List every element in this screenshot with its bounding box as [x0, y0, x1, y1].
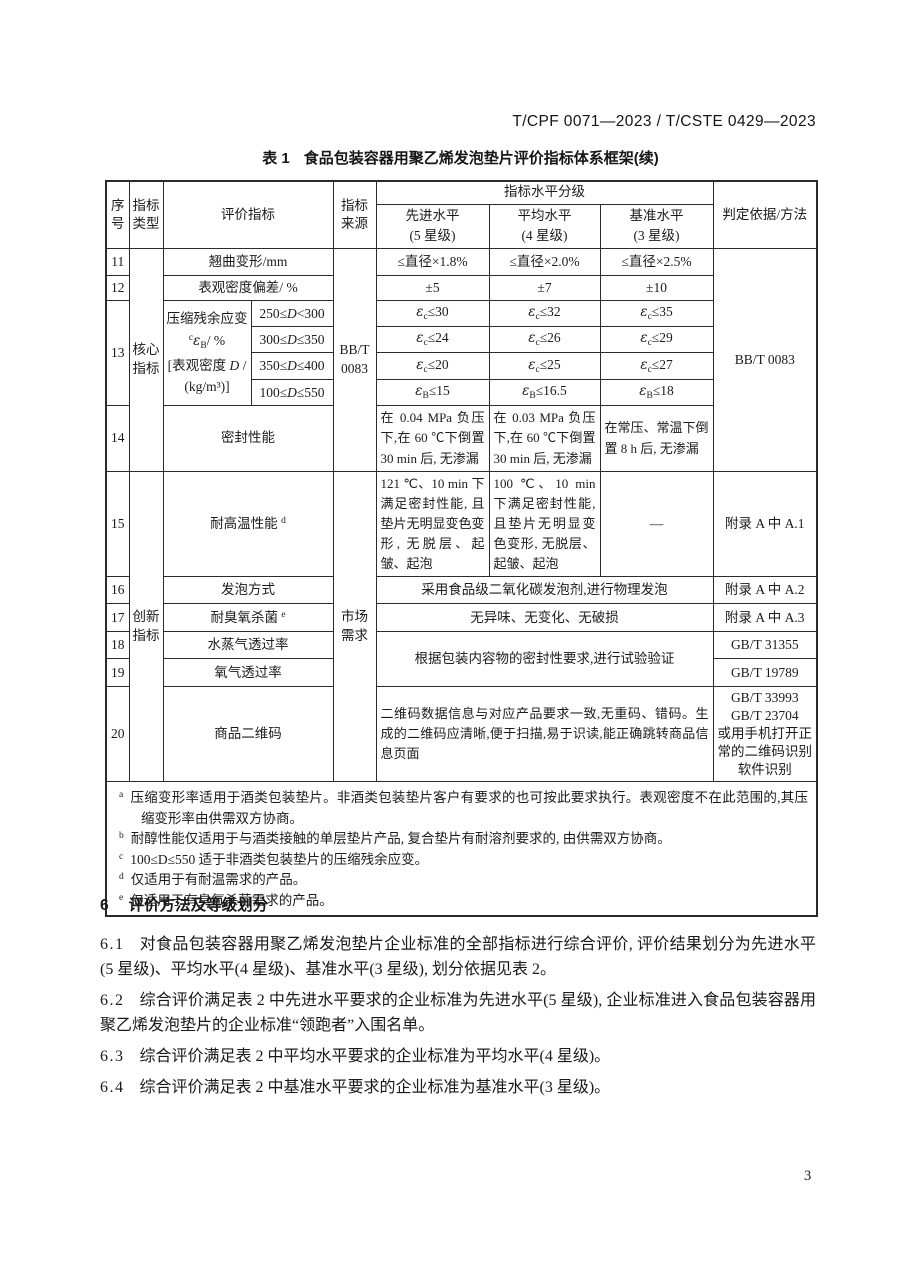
cell-r15-baseline: — [599, 470, 714, 578]
cell-r12-average: ±7 [488, 275, 601, 302]
footnote-b: b 耐醇性能仅适用于与酒类接触的单层垫片产品, 复合垫片有耐溶剂要求的, 由供需双… [119, 831, 671, 847]
cell-r14-advanced: 在 0.04 MPa 负压下,在 60 ℃下倒置 30 min 后, 无渗漏 [375, 405, 490, 472]
cell-core-type: 核心指标 [128, 248, 164, 472]
cell-r18-no: 18 [105, 631, 130, 660]
cell-r20-basis: GB/T 33993 GB/T 23704 或用手机打开正常的二维码识别软件识别 [712, 686, 818, 783]
footnote-c: c 100≤D≤550 适于非酒类包装垫片的压缩残余应变。 [119, 851, 429, 867]
cell-r13a-advanced: εc≤30 [375, 300, 490, 328]
cell-r18-basis: GB/T 31355 [712, 631, 818, 660]
cell-r13d-range: 100≤D≤550 [250, 379, 334, 407]
cell-r13d-average: εB≤16.5 [488, 379, 601, 407]
cell-core-source: BB/T 0083 [332, 248, 377, 472]
section-6-heading: 6 评价方法及等级划分 [100, 897, 269, 914]
cell-r16-no: 16 [105, 576, 130, 605]
cell-r13a-range: 250≤D<300 [250, 300, 334, 328]
cell-r15-advanced: 121 ℃、10 min 下满足密封性能, 且垫片无明显变色变形, 无脱层、起皱… [375, 470, 490, 578]
section-6: 6 评价方法及等级划分 6.1 对食品包装容器用聚乙烯发泡垫片企业标准的全部指标进行… [100, 893, 816, 1106]
cell-r12-advanced: ±5 [375, 275, 490, 302]
cell-r16-basis: 附录 A 中 A.2 [712, 576, 818, 605]
cell-r11-average: ≤直径×2.0% [488, 248, 601, 277]
cell-r11-no: 11 [105, 248, 130, 277]
footnote-a: a 压缩变形率适用于酒类包装垫片。非酒类包装垫片客户有要求的也可按此要求执行。表观… [119, 790, 809, 826]
cell-r13a-average: εc≤32 [488, 300, 601, 328]
table-footnotes: a 压缩变形率适用于酒类包装垫片。非酒类包装垫片客户有要求的也可按此要求执行。表观… [105, 781, 818, 917]
paragraph-6-3: 6.3 综合评价满足表 2 中平均水平要求的企业标准为平均水平(4 星级)。 [100, 1048, 611, 1065]
cell-r11-baseline: ≤直径×2.5% [599, 248, 714, 277]
cell-r11-indicator: 翘曲变形/mm [162, 248, 334, 277]
cell-r13-indicator: 压缩残余应变 cεB/ % [表观密度 D / (kg/m³)] [162, 300, 252, 407]
cell-r20-indicator: 商品二维码 [162, 686, 334, 783]
cell-r13c-average: εc≤25 [488, 352, 601, 381]
paragraph-6-4: 6.4 综合评价满足表 2 中基准水平要求的企业标准为基准水平(3 星级)。 [100, 1079, 611, 1096]
col-header-seq: 序号 [105, 180, 130, 250]
cell-r17-no: 17 [105, 603, 130, 633]
cell-r13c-range: 350≤D≤400 [250, 352, 334, 381]
col-header-source: 指标来源 [332, 180, 377, 250]
cell-r15-no: 15 [105, 470, 130, 578]
cell-core-basis: BB/T 0083 [712, 248, 818, 472]
table-title: 表 1 食品包装容器用聚乙烯发泡垫片评价指标体系框架(续) [105, 147, 816, 168]
cell-r13b-range: 300≤D≤350 [250, 326, 334, 354]
paragraph-6-1: 6.1 对食品包装容器用聚乙烯发泡垫片企业标准的全部指标进行综合评价, 评价结果划… [100, 936, 816, 978]
col-header-basis: 判定依据/方法 [712, 180, 818, 250]
cell-innovation-source: 市场需求 [332, 470, 377, 783]
cell-r14-baseline: 在常压、常温下倒置 8 h 后, 无渗漏 [599, 405, 714, 472]
cell-innovation-type: 创新指标 [128, 470, 164, 783]
page-number: 3 [804, 1168, 812, 1184]
cell-r18-r19-requirement: 根据包装内容物的密封性要求,进行试验验证 [375, 631, 714, 688]
cell-r13a-baseline: εc≤35 [599, 300, 714, 328]
cell-r11-advanced: ≤直径×1.8% [375, 248, 490, 277]
cell-r13b-advanced: εc≤24 [375, 326, 490, 354]
cell-r12-indicator: 表观密度偏差/ % [162, 275, 334, 302]
cell-r14-indicator: 密封性能 [162, 405, 334, 472]
cell-r14-no: 14 [105, 405, 130, 472]
col-header-type: 指标类型 [128, 180, 164, 250]
cell-r19-basis: GB/T 19789 [712, 658, 818, 688]
evaluation-indicator-table: 序号 指标类型 评价指标 指标来源 指标水平分级 判定依据/方法 先进水平 (5… [105, 180, 819, 918]
cell-r19-indicator: 氧气透过率 [162, 658, 334, 688]
col-header-advanced: 先进水平 (5 星级) [375, 203, 490, 250]
cell-r13c-baseline: εc≤27 [599, 352, 714, 381]
cell-r13b-baseline: εc≤29 [599, 326, 714, 354]
cell-r20-requirement: 二维码数据信息与对应产品要求一致,无重码、错码。生成的二维码应清晰,便于扫描,易… [375, 686, 714, 783]
cell-r16-requirement: 采用食品级二氧化碳发泡剂,进行物理发泡 [375, 576, 714, 605]
cell-r17-indicator: 耐臭氧杀菌 e [162, 603, 334, 633]
cell-r13-no: 13 [105, 300, 130, 407]
col-header-levels-group: 指标水平分级 [375, 180, 714, 205]
cell-r17-requirement: 无异味、无变化、无破损 [375, 603, 714, 633]
cell-r18-indicator: 水蒸气透过率 [162, 631, 334, 660]
col-header-average: 平均水平 (4 星级) [488, 203, 601, 250]
cell-r15-basis: 附录 A 中 A.1 [712, 470, 818, 578]
cell-r13b-average: εc≤26 [488, 326, 601, 354]
cell-r13d-baseline: εB≤18 [599, 379, 714, 407]
table-title-text: 食品包装容器用聚乙烯发泡垫片评价指标体系框架(续) [303, 150, 659, 167]
table-title-prefix: 表 1 [262, 150, 290, 167]
cell-r16-indicator: 发泡方式 [162, 576, 334, 605]
cell-r19-no: 19 [105, 658, 130, 688]
cell-r20-no: 20 [105, 686, 130, 783]
cell-r15-indicator: 耐高温性能 d [162, 470, 334, 578]
footnote-d: d 仅适用于有耐温需求的产品。 [119, 872, 307, 888]
standard-number: T/CPF 0071—2023 / T/CSTE 0429—2023 [512, 113, 816, 130]
col-header-indicator: 评价指标 [162, 180, 334, 250]
cell-r13c-advanced: εc≤20 [375, 352, 490, 381]
col-header-baseline: 基准水平 (3 星级) [599, 203, 714, 250]
cell-r15-average: 100 ℃、10 min 下满足密封性能, 且垫片无明显变色变形, 无脱层、起皱… [488, 470, 601, 578]
cell-r14-average: 在 0.03 MPa 负压下,在 60 ℃下倒置 30 min 后, 无渗漏 [488, 405, 601, 472]
paragraph-6-2: 6.2 综合评价满足表 2 中先进水平要求的企业标准为先进水平(5 星级), 企业… [100, 992, 816, 1034]
cell-r12-baseline: ±10 [599, 275, 714, 302]
cell-r17-basis: 附录 A 中 A.3 [712, 603, 818, 633]
footnote-e: e 仅适用于有臭氧杀菌需求的产品。 [119, 892, 333, 908]
cell-r12-no: 12 [105, 275, 130, 302]
cell-r13d-advanced: εB≤15 [375, 379, 490, 407]
